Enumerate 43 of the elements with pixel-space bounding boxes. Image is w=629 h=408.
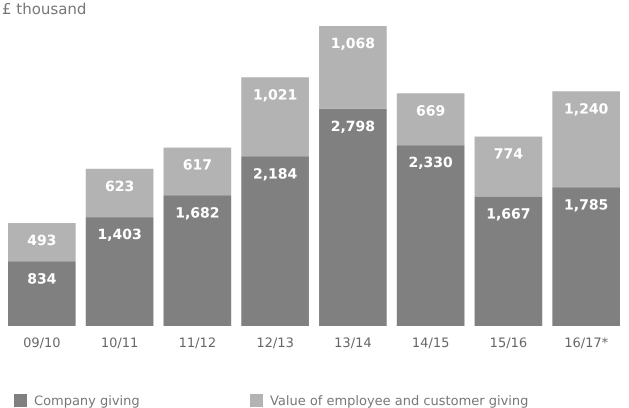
- x-tick-label: 10/11: [100, 336, 138, 352]
- bar: [552, 91, 620, 188]
- bar: [319, 108, 387, 326]
- data-label: 1,240: [564, 101, 609, 118]
- data-label: 1,068: [330, 36, 376, 52]
- legend-label: Value of employee and customer giving: [270, 394, 528, 408]
- data-label: 2,184: [252, 166, 298, 183]
- bar: [8, 261, 76, 326]
- bar: [241, 156, 309, 326]
- legend-label: Company giving: [34, 394, 140, 408]
- bar: [86, 217, 154, 326]
- bar: [164, 195, 232, 326]
- data-label: 669: [416, 103, 446, 120]
- x-tick-label: 13/14: [334, 336, 372, 352]
- bar: [241, 77, 309, 157]
- data-label: 2,798: [330, 118, 376, 135]
- data-label: 617: [182, 158, 212, 174]
- data-label: 1,021: [252, 87, 298, 104]
- x-tick-label: 15/16: [490, 336, 528, 352]
- data-label: 1,403: [97, 227, 142, 244]
- x-tick-label: 14/15: [412, 336, 450, 352]
- bar: [8, 223, 76, 262]
- data-label: 1,785: [564, 197, 608, 214]
- data-label: 493: [27, 233, 56, 250]
- data-label: 834: [27, 271, 57, 288]
- data-label: 1,682: [175, 205, 220, 222]
- x-tick-label: 11/12: [178, 336, 216, 352]
- bar: [164, 148, 232, 196]
- chart-title: £ thousand: [2, 0, 86, 18]
- x-tick-label: 12/13: [256, 336, 294, 352]
- data-label: 2,330: [408, 155, 454, 172]
- bar: [396, 93, 464, 146]
- bar: [319, 26, 387, 109]
- bar: [474, 136, 542, 197]
- data-label: 1,667: [486, 206, 531, 223]
- x-tick-label: 09/10: [23, 336, 61, 352]
- bar: [474, 196, 542, 326]
- bar: [86, 168, 154, 218]
- bar: [396, 145, 464, 326]
- data-label: 774: [494, 146, 524, 163]
- bar: [552, 187, 620, 326]
- data-label: 623: [104, 178, 134, 195]
- x-tick-label: 16/17*: [564, 336, 609, 352]
